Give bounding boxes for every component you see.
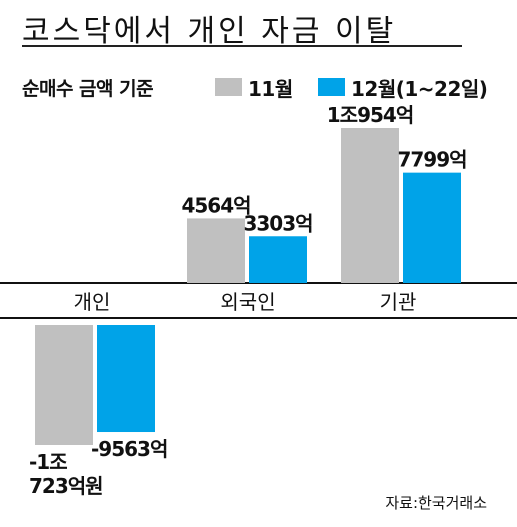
chart-title: 코스닥에서 개인 자금 이탈 (22, 14, 397, 49)
data-label: 3303억 (243, 211, 312, 235)
bar (249, 236, 307, 283)
legend-label-nov: 11월 (248, 77, 293, 101)
data-label: 1조954억 (327, 103, 413, 127)
bar (341, 128, 399, 283)
legend: 순매수 금액 기준 11월 12월(1~22일) (0, 72, 517, 102)
title-underline (22, 45, 462, 47)
data-label: 4564억 (181, 193, 250, 217)
category-label: 개인 (74, 290, 111, 314)
legend-basis-label: 순매수 금액 기준 (22, 78, 154, 100)
legend-swatch-nov (215, 78, 242, 96)
source-note: 자료:한국거래소 (385, 494, 487, 512)
bar (97, 325, 155, 433)
bar (187, 218, 245, 283)
legend-swatch-dec (318, 78, 345, 96)
category-label: 외국인 (220, 290, 275, 314)
category-label: 기관 (380, 290, 417, 314)
legend-label-dec: 12월(1~22일) (351, 77, 488, 101)
bar (35, 325, 93, 445)
data-label: 7799억 (397, 148, 466, 172)
data-label: -9563억 (91, 437, 167, 461)
data-label: 723억원 (29, 474, 103, 498)
data-label: -1조 (29, 450, 67, 474)
bar (403, 172, 461, 283)
